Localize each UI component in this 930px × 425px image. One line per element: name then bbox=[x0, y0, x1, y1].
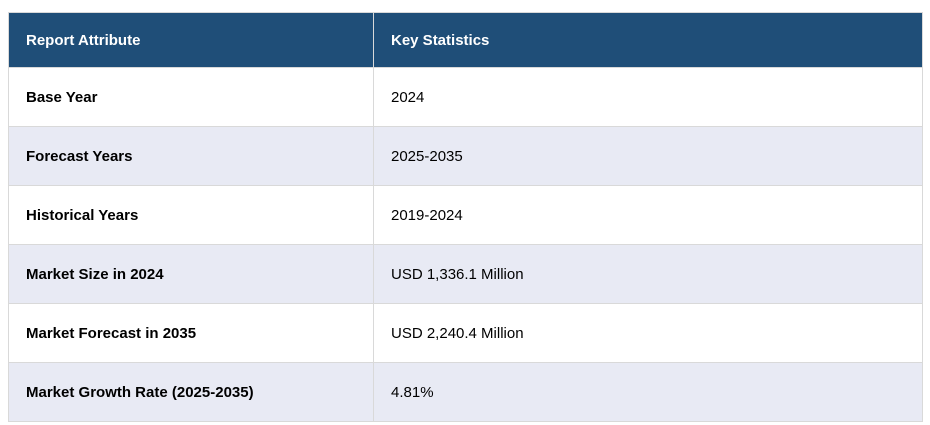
table-row-market-growth-rate: Market Growth Rate (2025-2035) 4.81% bbox=[8, 362, 923, 422]
report-statistics-table: Report Attribute Key Statistics Base Yea… bbox=[8, 12, 923, 422]
table-header-row: Report Attribute Key Statistics bbox=[8, 12, 923, 68]
table-row-forecast-years: Forecast Years 2025-2035 bbox=[8, 126, 923, 186]
attribute-cell: Market Forecast in 2035 bbox=[8, 303, 374, 363]
value-cell: 4.81% bbox=[373, 362, 923, 422]
value-cell: USD 1,336.1 Million bbox=[373, 244, 923, 304]
value-cell: USD 2,240.4 Million bbox=[373, 303, 923, 363]
table-row-historical-years: Historical Years 2019-2024 bbox=[8, 185, 923, 245]
value-cell: 2019-2024 bbox=[373, 185, 923, 245]
attribute-cell: Market Growth Rate (2025-2035) bbox=[8, 362, 374, 422]
table-row-market-size: Market Size in 2024 USD 1,336.1 Million bbox=[8, 244, 923, 304]
value-cell: 2025-2035 bbox=[373, 126, 923, 186]
attribute-cell: Market Size in 2024 bbox=[8, 244, 374, 304]
attribute-cell: Base Year bbox=[8, 67, 374, 127]
table-row-market-forecast: Market Forecast in 2035 USD 2,240.4 Mill… bbox=[8, 303, 923, 363]
table-row-base-year: Base Year 2024 bbox=[8, 67, 923, 127]
column-header-report-attribute: Report Attribute bbox=[8, 12, 374, 68]
column-header-key-statistics: Key Statistics bbox=[373, 12, 923, 68]
attribute-cell: Forecast Years bbox=[8, 126, 374, 186]
attribute-cell: Historical Years bbox=[8, 185, 374, 245]
value-cell: 2024 bbox=[373, 67, 923, 127]
